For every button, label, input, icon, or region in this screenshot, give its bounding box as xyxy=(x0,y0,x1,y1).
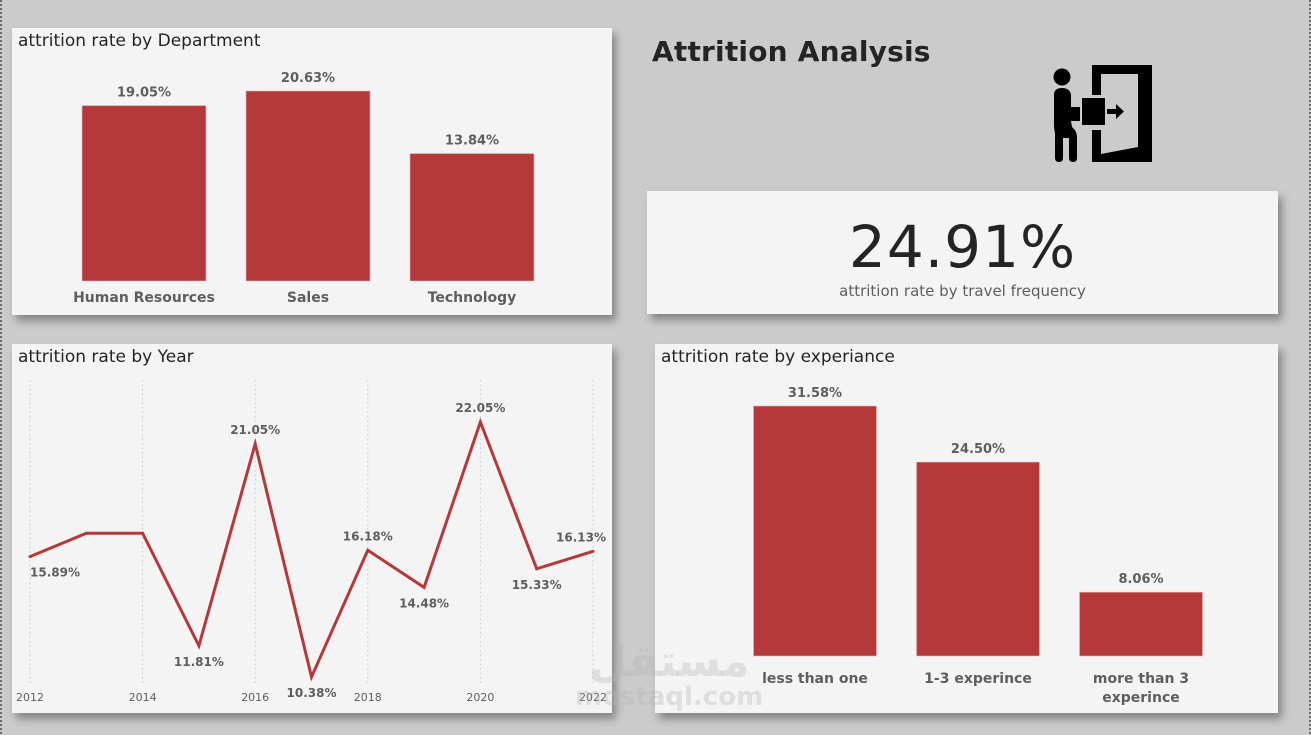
data-label: 16.13% xyxy=(556,530,606,544)
category-label: Technology xyxy=(428,290,517,306)
year-chart-title: attrition rate by Year xyxy=(18,347,194,367)
kpi-card[interactable]: 24.91% attrition rate by travel frequenc… xyxy=(647,191,1278,314)
category-label: Sales xyxy=(287,290,329,306)
data-point xyxy=(84,531,88,535)
data-label: 11.81% xyxy=(174,655,224,669)
bar xyxy=(916,461,1040,657)
data-label: 20.63% xyxy=(281,71,335,86)
canvas-right-edge xyxy=(1309,0,1311,735)
bar xyxy=(81,105,207,282)
category-label: 1-3 experince xyxy=(924,671,1032,687)
data-point xyxy=(197,644,201,648)
bar xyxy=(409,153,535,282)
category-label: Human Resources xyxy=(73,290,215,306)
x-tick-label: 2022 xyxy=(579,691,607,704)
category-label: less than one xyxy=(762,671,868,687)
bar xyxy=(1079,591,1203,657)
experience-chart-panel[interactable]: attrition rate by experiance 31.58% less … xyxy=(655,344,1278,713)
year-chart-panel[interactable]: attrition rate by Year 2012 2014 2016 2018 2… xyxy=(12,344,612,713)
data-label: 13.84% xyxy=(445,134,499,149)
data-label: 14.48% xyxy=(399,596,449,610)
data-point xyxy=(366,548,370,552)
experience-chart-title: attrition rate by experiance xyxy=(661,347,895,367)
x-tick-label: 2014 xyxy=(129,691,157,704)
kpi-value: 24.91% xyxy=(848,213,1077,281)
data-label: 22.05% xyxy=(455,401,505,415)
data-point xyxy=(310,675,313,679)
data-point xyxy=(591,549,595,553)
data-label: 10.38% xyxy=(287,686,337,700)
data-label: 19.05% xyxy=(117,86,171,101)
department-chart-panel[interactable]: attrition rate by Department 19.05% Human… xyxy=(12,28,612,315)
data-label: 8.06% xyxy=(1118,572,1163,587)
data-point xyxy=(28,555,32,559)
data-label: 15.89% xyxy=(30,566,80,580)
experience-bar-chart: 31.58% less than one 24.50% 1-3 experince 8.… xyxy=(753,386,1203,706)
data-point xyxy=(141,531,145,535)
kpi-label: attrition rate by travel frequency xyxy=(839,282,1086,300)
category-label: experince xyxy=(1102,690,1180,706)
x-tick-label: 2012 xyxy=(16,691,44,704)
data-point xyxy=(422,585,426,589)
data-label: 24.50% xyxy=(951,442,1005,457)
canvas-left-edge xyxy=(0,0,2,735)
data-point xyxy=(535,567,539,571)
x-tick-label: 2016 xyxy=(241,691,269,704)
department-bar-chart: 19.05% Human Resources 20.63% Sales 13.84% Te… xyxy=(73,71,535,306)
data-label: 15.33% xyxy=(512,578,562,592)
year-line-chart: 2012 2014 2016 2018 2020 2022 15.89% 11.81% 21.0… xyxy=(16,380,607,704)
x-tick-label: 2018 xyxy=(354,691,382,704)
x-tick-label: 2020 xyxy=(466,691,494,704)
data-label: 21.05% xyxy=(230,423,280,437)
data-point xyxy=(478,420,482,424)
series-line xyxy=(29,417,594,682)
dashboard-title: Attrition Analysis xyxy=(652,35,931,68)
employee-leaving-door-icon xyxy=(1052,65,1154,163)
data-label: 31.58% xyxy=(788,386,842,401)
bar xyxy=(245,90,371,282)
data-point xyxy=(253,442,257,446)
category-label: more than 3 xyxy=(1093,671,1189,687)
department-chart-title: attrition rate by Department xyxy=(18,31,261,51)
bar xyxy=(753,405,877,657)
data-label: 16.18% xyxy=(343,529,393,543)
